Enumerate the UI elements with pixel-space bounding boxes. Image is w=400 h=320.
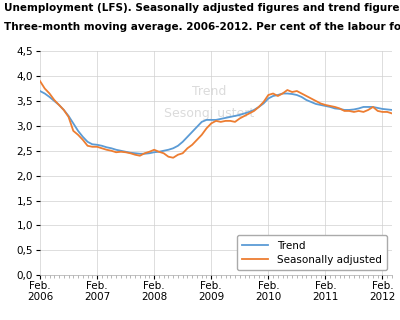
Seasonally adjusted xyxy=(309,97,314,100)
Trend xyxy=(323,104,328,108)
Line: Seasonally adjusted: Seasonally adjusted xyxy=(40,81,392,158)
Trend xyxy=(66,114,71,118)
Text: Unemployment (LFS). Seasonally adjusted figures and trend figures.: Unemployment (LFS). Seasonally adjusted … xyxy=(4,3,400,13)
Trend xyxy=(332,107,337,110)
Trend xyxy=(318,103,323,107)
Line: Trend: Trend xyxy=(40,91,392,154)
Trend xyxy=(38,89,42,93)
Text: Trend: Trend xyxy=(192,85,226,98)
Seasonally adjusted xyxy=(332,105,337,109)
Trend xyxy=(309,100,314,104)
Trend xyxy=(390,108,394,112)
Seasonally adjusted xyxy=(356,109,361,113)
Seasonally adjusted xyxy=(38,79,42,83)
Seasonally adjusted xyxy=(66,115,71,119)
Text: Sesongj ustert: Sesongj ustert xyxy=(164,108,254,120)
Text: Three-month moving average. 2006-2012. Per cent of the labour force: Three-month moving average. 2006-2012. P… xyxy=(4,22,400,32)
Legend: Trend, Seasonally adjusted: Trend, Seasonally adjusted xyxy=(237,236,387,270)
Seasonally adjusted xyxy=(318,101,323,105)
Seasonally adjusted xyxy=(390,111,394,115)
Seasonally adjusted xyxy=(323,103,328,107)
Trend xyxy=(356,107,361,110)
Seasonally adjusted xyxy=(171,156,176,160)
Trend xyxy=(138,152,142,156)
